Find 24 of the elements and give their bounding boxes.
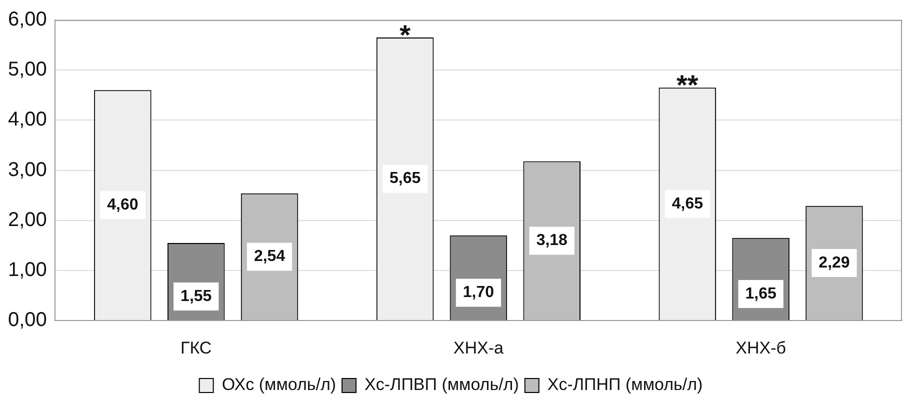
annotation: * bbox=[400, 20, 411, 51]
legend-label: Хс-ЛПНП (ммоль/л) bbox=[547, 375, 703, 394]
data-label: 1,70 bbox=[462, 284, 494, 302]
data-label: 5,65 bbox=[389, 170, 421, 188]
x-tick-label: ХНХ-б bbox=[736, 338, 786, 358]
y-tick-label: 5,00 bbox=[8, 58, 47, 81]
y-tick-label: 4,00 bbox=[8, 108, 47, 131]
y-tick-label: 0,00 bbox=[8, 309, 47, 332]
data-label: 2,54 bbox=[254, 248, 286, 266]
annotation: ** bbox=[676, 70, 698, 101]
y-tick-label: 6,00 bbox=[8, 8, 47, 31]
data-label: 1,55 bbox=[180, 288, 212, 305]
legend-label: Хс-ЛПВП (ммоль/л) bbox=[364, 375, 519, 394]
data-label: 4,60 bbox=[107, 196, 138, 214]
data-label: 4,65 bbox=[672, 195, 704, 212]
y-tick-label: 1,00 bbox=[8, 259, 47, 282]
y-tick-label: 3,00 bbox=[8, 158, 47, 181]
data-label: 2,29 bbox=[818, 254, 850, 272]
y-tick-label: 2,00 bbox=[8, 208, 47, 231]
data-label: 1,65 bbox=[745, 285, 776, 302]
legend-label: ОХс (ммоль/л) bbox=[222, 375, 336, 394]
x-tick-label: ХНХ-а bbox=[453, 338, 504, 358]
x-tick-label: ГКС bbox=[180, 338, 212, 358]
data-label: 3,18 bbox=[536, 232, 568, 250]
